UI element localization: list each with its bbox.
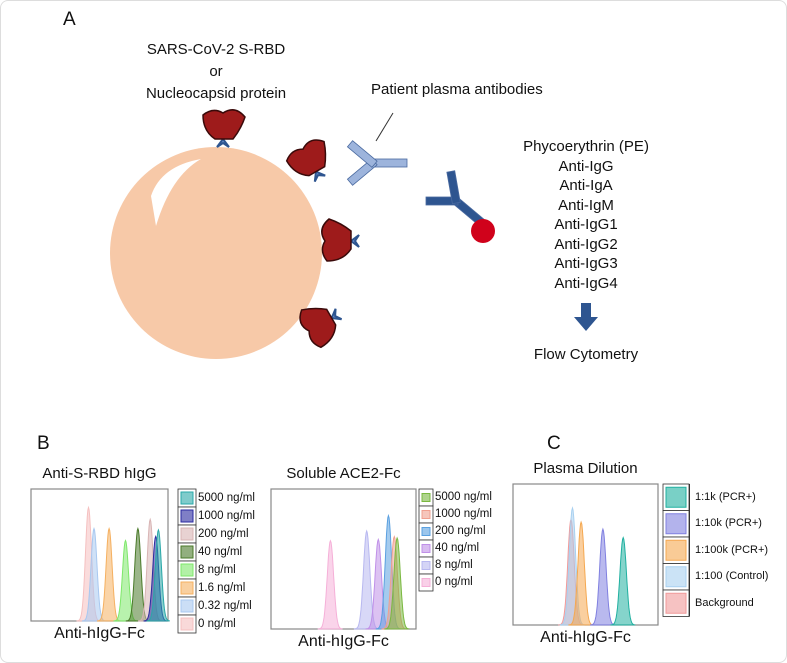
- secondary-antibody-item: Anti-IgA: [559, 177, 613, 194]
- x-axis-label: Anti-hIgG-Fc: [298, 633, 389, 650]
- antigen-protein: [299, 307, 343, 349]
- legend-label: 0 ng/ml: [198, 617, 236, 630]
- legend-swatch: [421, 493, 431, 502]
- histogram-peak: [317, 539, 343, 630]
- antigen-protein: [321, 218, 360, 262]
- legend-label: 1.6 ng/ml: [198, 581, 246, 594]
- secondary-antibody-item: Anti-IgM: [558, 196, 614, 214]
- secondary-antibody-item: Anti-IgG2: [554, 235, 618, 253]
- legend-swatch: [665, 539, 687, 561]
- chart-title: Soluble ACE2-Fc: [286, 465, 401, 482]
- histogram-peak: [384, 536, 410, 630]
- legend-swatch: [180, 599, 194, 613]
- legend-swatch: [180, 617, 194, 631]
- legend-swatch: [665, 592, 687, 614]
- legend-label: 200 ng/ml: [198, 527, 249, 540]
- legend-label: 200 ng/ml: [435, 525, 486, 537]
- legend-swatch: [421, 561, 431, 570]
- legend-label: 1:100k (PCR+): [695, 543, 769, 556]
- legend-label: 0.32 ng/ml: [198, 599, 252, 612]
- legend-swatch: [665, 486, 687, 508]
- legend-swatch: [421, 527, 431, 536]
- secondary-antibody: [425, 170, 486, 227]
- x-axis-label: Anti-hIgG-Fc: [540, 629, 631, 646]
- plasma-antibody: [346, 140, 408, 186]
- antibodies: [202, 109, 598, 349]
- histogram-peak: [568, 520, 594, 626]
- antigen-label-nucleocapsid: Nucleocapsid protein: [145, 85, 287, 102]
- legend-label: Background: [695, 596, 754, 609]
- legend-swatch: [180, 509, 194, 523]
- legend-swatch: [421, 510, 431, 519]
- panel-label-a: A: [63, 9, 76, 30]
- bead-diagram: [110, 147, 322, 359]
- legend-label: 40 ng/ml: [198, 545, 243, 558]
- legend-label: 40 ng/ml: [435, 542, 480, 554]
- pe-fluorophore: [471, 219, 495, 243]
- legend-swatch: [421, 578, 431, 587]
- legend-label: 1:100 (Control): [695, 570, 769, 583]
- legend-swatch: [180, 527, 194, 541]
- legend-label: 1:1k (PCR+): [695, 490, 756, 503]
- legend-swatch: [180, 545, 194, 559]
- histogram-peak: [610, 536, 636, 626]
- callout-line: [375, 112, 394, 142]
- legend-swatch: [180, 581, 194, 595]
- antigen-protein: [285, 139, 327, 183]
- legend-label: 8 ng/ml: [198, 563, 236, 576]
- histogram-peak: [96, 527, 121, 622]
- secondary-antibody-item: Anti-IgG3: [554, 255, 618, 272]
- down-arrow-icon: [574, 303, 598, 331]
- readout-label: Flow Cytometry: [533, 346, 639, 363]
- chart-title: Plasma Dilution: [533, 460, 638, 477]
- legend-label: 1000 ng/ml: [198, 509, 255, 522]
- histogram-peak: [146, 528, 170, 622]
- secondary-antibody-item: Phycoerythrin (PE): [523, 138, 649, 155]
- legend-label: 5000 ng/ml: [198, 491, 255, 504]
- chart-title: Anti-S-RBD hIgG: [42, 465, 157, 482]
- legend-swatch: [665, 566, 687, 588]
- legend-label: 0 ng/ml: [435, 576, 473, 588]
- secondary-antibody-item: Anti-IgG1: [554, 216, 618, 233]
- secondary-antibody-item: Anti-IgG4: [554, 274, 618, 292]
- legend-label: 5000 ng/ml: [435, 491, 492, 503]
- legend-swatch: [180, 491, 194, 505]
- x-axis-label: Anti-hIgG-Fc: [54, 625, 145, 642]
- legend-swatch: [665, 513, 687, 535]
- bead-highlight: [151, 159, 201, 226]
- legend-label: 8 ng/ml: [435, 559, 473, 571]
- legend-swatch: [180, 563, 194, 577]
- legend-swatch: [421, 544, 431, 553]
- antigen-protein: [202, 109, 246, 148]
- histogram-peak: [590, 527, 616, 626]
- panel-label-b: B: [37, 433, 50, 454]
- panel-label-c: C: [547, 433, 561, 454]
- antigen-label: SARS-CoV-2 S-RBD: [146, 41, 286, 58]
- secondary-antibody-item: Anti-IgG: [558, 157, 614, 175]
- legend-label: 1:10k (PCR+): [695, 517, 762, 530]
- legend-label: 1000 ng/ml: [435, 508, 492, 520]
- antibodies-label: Patient plasma antibodies: [371, 81, 543, 98]
- antigen-label-or: or: [209, 63, 223, 80]
